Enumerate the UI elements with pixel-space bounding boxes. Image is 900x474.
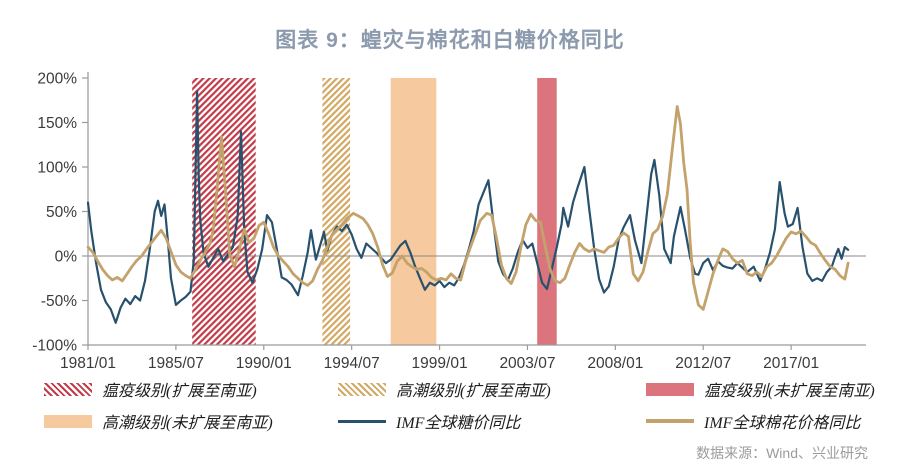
line-tan-swatch — [646, 419, 694, 423]
sugar-yoy-line — [86, 90, 850, 324]
x-tick-label: 1994/07 — [324, 355, 380, 372]
legend-label: 瘟疫级别(未扩展至南亚) — [704, 383, 875, 400]
cotton-yoy-line — [86, 105, 850, 311]
x-tick-label: 2008/01 — [587, 355, 643, 372]
legend-item: 瘟疫级别(未扩展至南亚) — [646, 377, 880, 401]
legend-label: IMF全球棉花价格同比 — [704, 415, 861, 432]
band-upsurge-extended-south-asia — [322, 78, 351, 345]
x-tick-label: 1990/01 — [236, 355, 292, 372]
y-tick-label: 100% — [37, 160, 77, 177]
solid-peach-swatch — [44, 414, 92, 428]
legend-item: IMF全球糖价同比 — [338, 409, 646, 433]
hatch-red-swatch — [44, 382, 92, 396]
chart-legend: 瘟疫级别(扩展至南亚) 高潮级别(扩展至南亚) 瘟疫级别(未扩展至南亚) 高潮级别(未… — [44, 377, 880, 433]
hatch-gold-swatch — [338, 382, 386, 396]
legend-item: 瘟疫级别(扩展至南亚) — [44, 377, 338, 401]
x-tick-label: 2003/07 — [499, 355, 555, 372]
band-upsurge-not-extended — [390, 78, 437, 345]
y-tick-label: 50% — [46, 204, 77, 221]
y-tick-label: -50% — [41, 293, 77, 310]
legend-item: 高潮级别(扩展至南亚) — [338, 377, 646, 401]
legend-label: 高潮级别(扩展至南亚) — [396, 383, 551, 400]
legend-label: IMF全球糖价同比 — [396, 415, 521, 432]
data-source-note: 数据来源：Wind、兴业研究 — [696, 445, 868, 461]
solid-rose-swatch — [646, 382, 694, 396]
y-tick-label: -100% — [32, 338, 77, 355]
x-tick-label: 2012/07 — [675, 355, 731, 372]
legend-label: 高潮级别(未扩展至南亚) — [102, 415, 273, 432]
chart-title: 图表 9：蝗灾与棉花和白糖价格同比 — [275, 29, 625, 52]
x-tick-label: 1999/01 — [412, 355, 468, 372]
band-plague-extended-south-asia — [192, 78, 256, 345]
band-plague-not-extended — [537, 78, 557, 345]
legend-item: 高潮级别(未扩展至南亚) — [44, 409, 338, 433]
legend-item: IMF全球棉花价格同比 — [646, 409, 880, 433]
legend-label: 瘟疫级别(扩展至南亚) — [102, 383, 257, 400]
y-tick-label: 0% — [55, 249, 78, 266]
x-tick-label: 2017/01 — [763, 355, 819, 372]
y-tick-label: 200% — [37, 71, 77, 88]
line-blue-swatch — [338, 419, 386, 423]
y-tick-label: 150% — [37, 115, 77, 132]
x-tick-label: 1985/07 — [148, 355, 204, 372]
x-tick-label: 1981/01 — [60, 355, 116, 372]
